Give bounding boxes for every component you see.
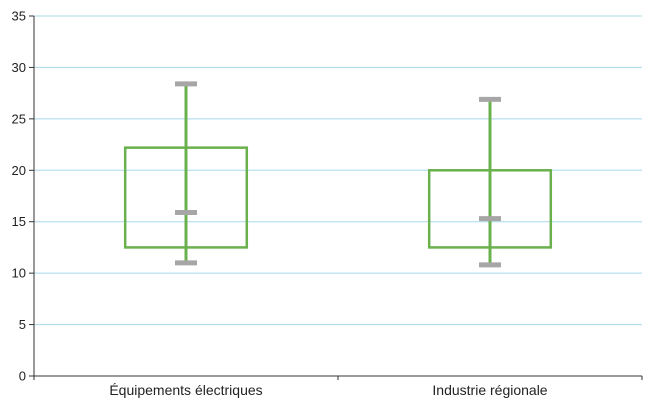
grid-lines: [34, 15, 642, 326]
y-tick-label: 30: [12, 60, 26, 75]
y-tick-label: 20: [12, 163, 26, 178]
boxes: [123, 81, 553, 268]
x-category-label: Équipements électriques: [109, 382, 262, 398]
axes: [29, 15, 643, 380]
y-tick-label: 25: [12, 111, 26, 126]
y-tick-label: 5: [19, 317, 26, 332]
y-tick-label: 0: [19, 369, 26, 384]
box-rect: [427, 169, 553, 249]
x-category-label: Industrie régionale: [432, 382, 547, 398]
y-tick-label: 15: [12, 214, 26, 229]
x-tick-labels: Équipements électriques Industrie régiona…: [109, 382, 547, 398]
box-1: [123, 81, 249, 266]
y-tick-label: 35: [12, 9, 26, 24]
box-2: [427, 96, 553, 268]
box-rect: [123, 146, 249, 249]
y-tick-label: 10: [12, 266, 26, 281]
y-tick-labels: 0 5 10 15 20 25 30 35: [12, 9, 26, 384]
